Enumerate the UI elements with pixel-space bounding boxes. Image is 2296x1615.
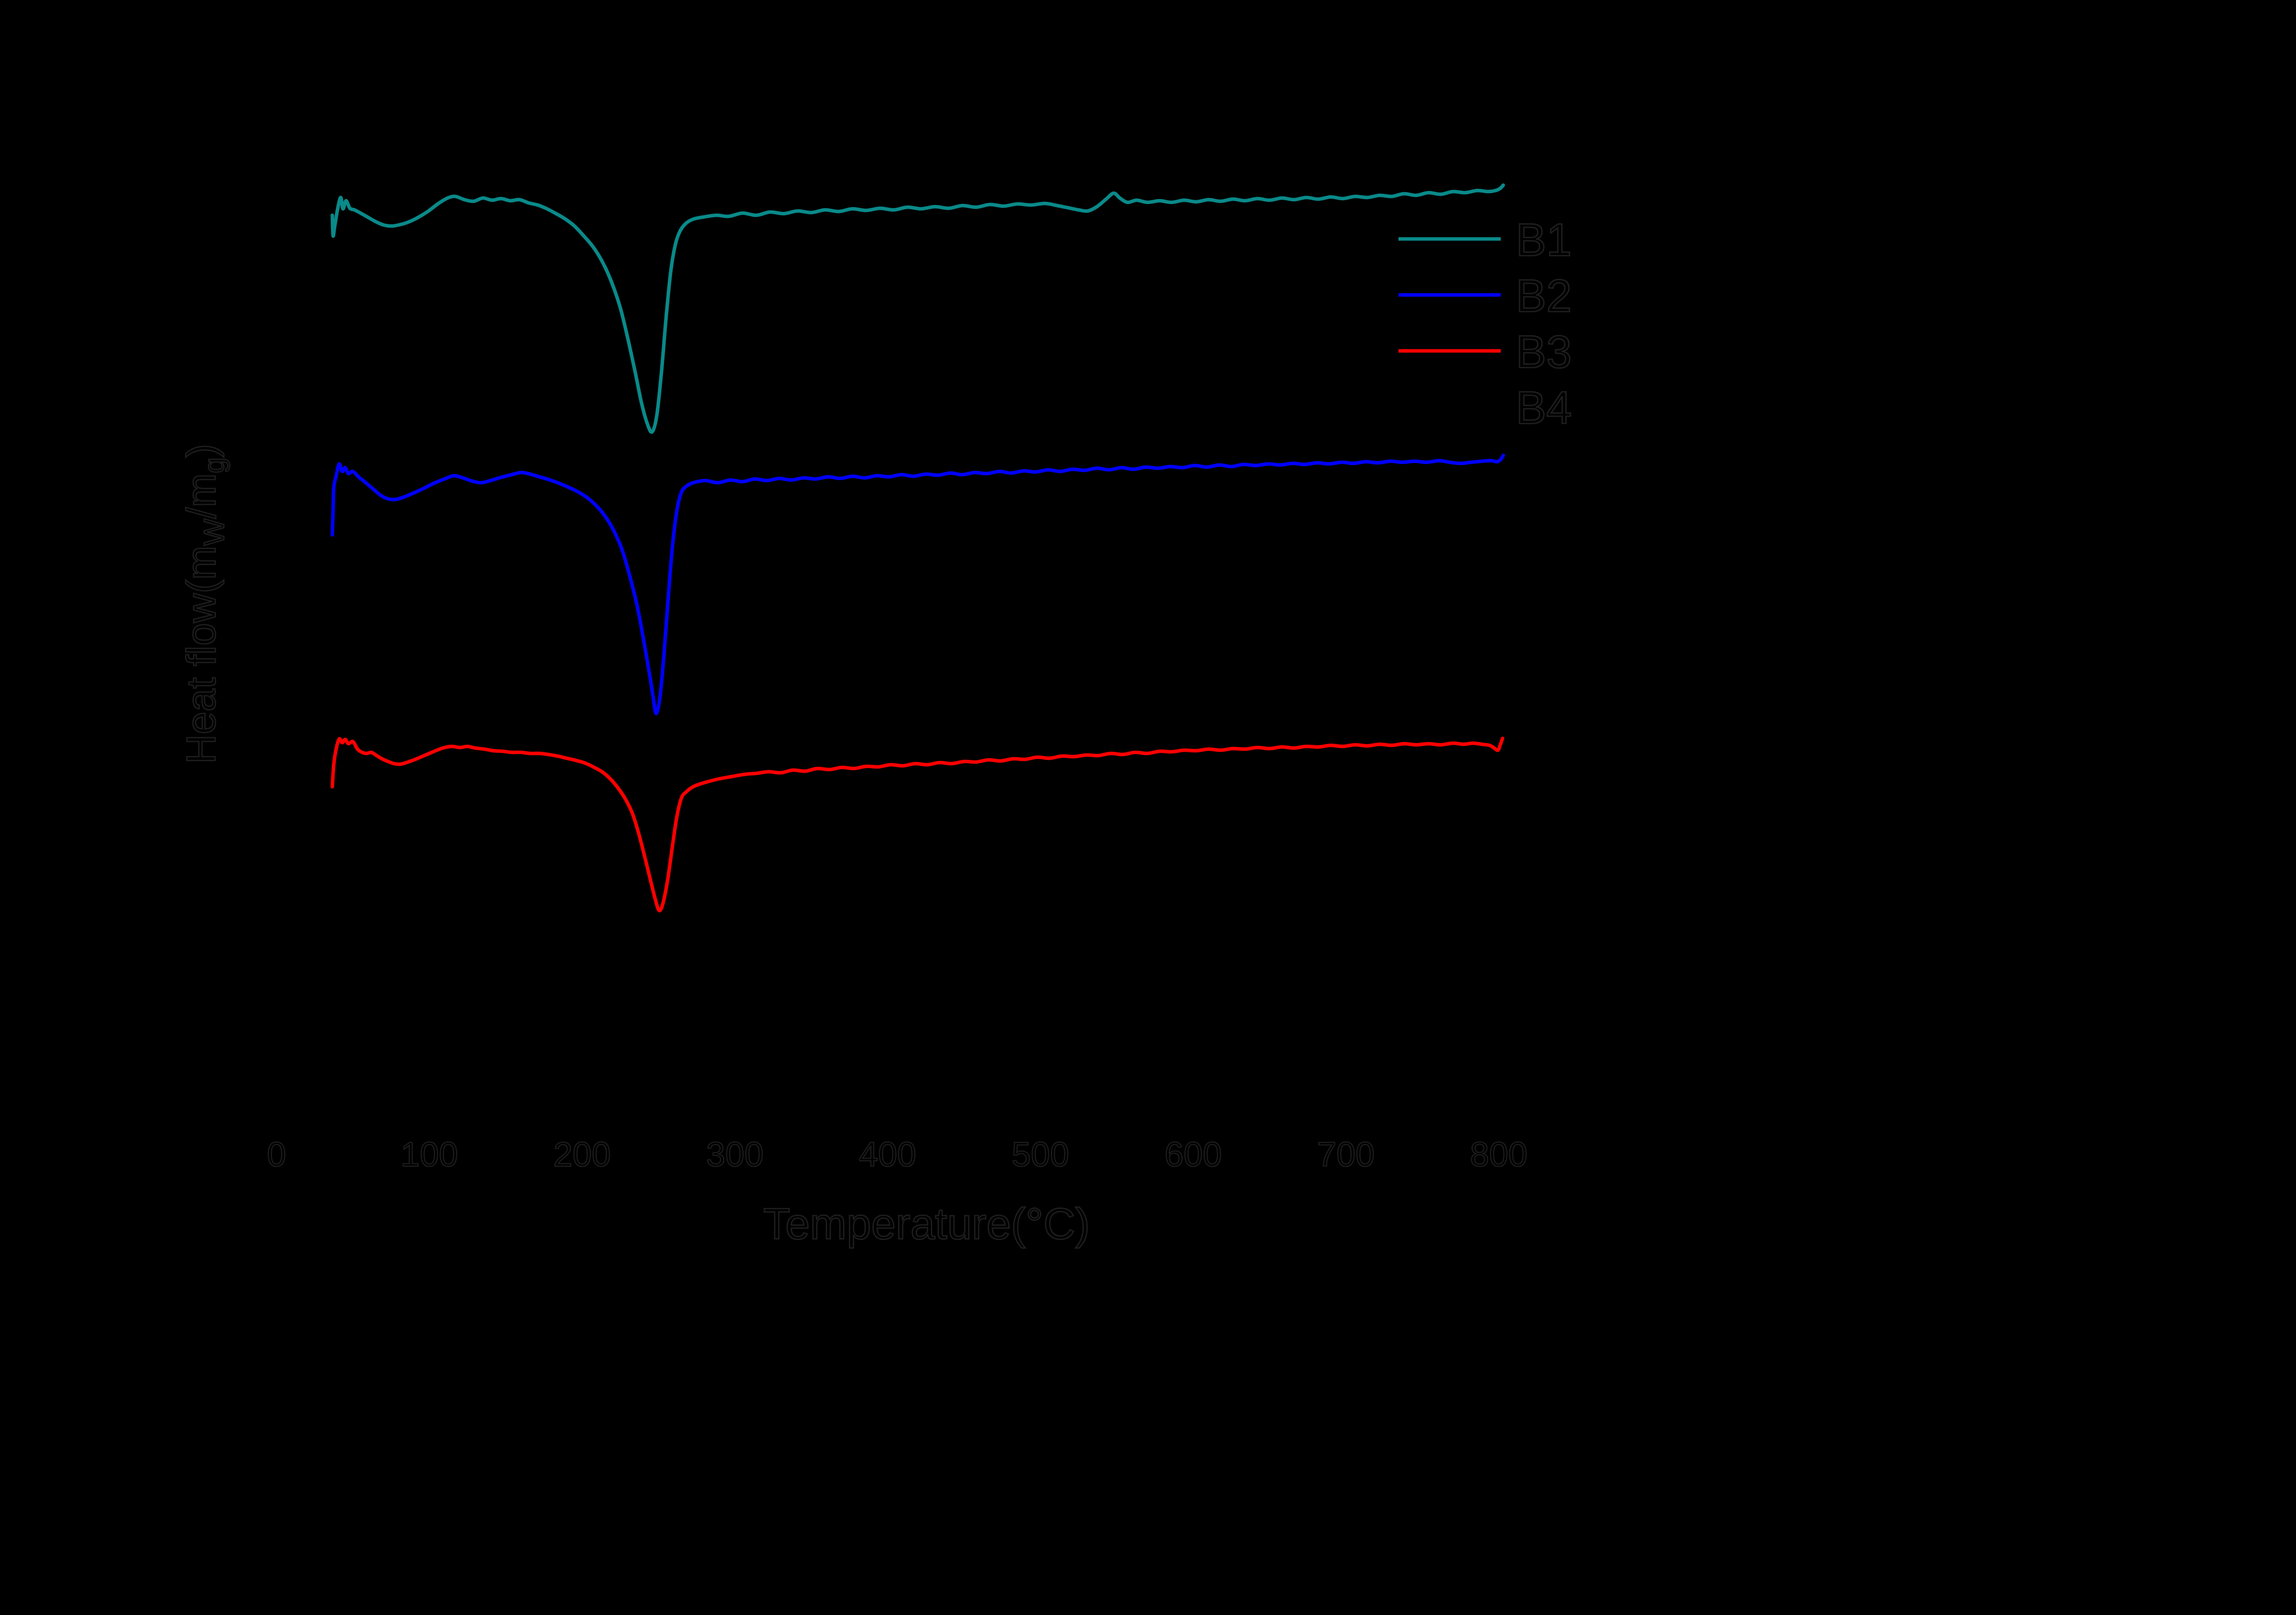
series-B1-curve [330, 183, 1506, 434]
x-tick-label-0: 0 [267, 1135, 286, 1174]
x-tick-label-600: 600 [1164, 1135, 1222, 1174]
series-B3-curve [330, 736, 1504, 913]
x-tick-label-700: 700 [1317, 1135, 1375, 1174]
x-tick-label-400: 400 [859, 1135, 916, 1174]
x-tick-label-500: 500 [1012, 1135, 1069, 1174]
plot-frame [246, 80, 1562, 1129]
legend-label-B1: B1 [1516, 215, 1572, 266]
x-tick-label-300: 300 [706, 1135, 764, 1174]
series-B2-curve [330, 453, 1506, 716]
legend-label-B4: B4 [1516, 383, 1572, 434]
x-tick-label-800: 800 [1470, 1135, 1528, 1174]
legend-label-B2: B2 [1516, 271, 1572, 322]
x-tick-label-200: 200 [553, 1135, 611, 1174]
legend-label-B3: B3 [1516, 327, 1572, 378]
x-axis-label: Temperature(°C) [764, 1200, 1090, 1249]
x-tick-label-100: 100 [400, 1135, 458, 1174]
y-axis-label: Heat flow(mW/mg) [179, 444, 230, 764]
